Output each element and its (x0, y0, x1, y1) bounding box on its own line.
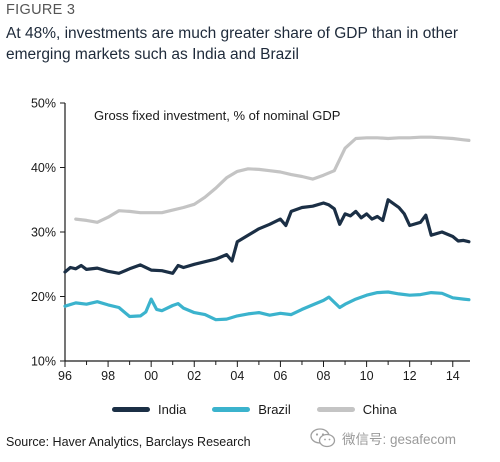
chart-legend: India Brazil China (112, 402, 423, 417)
legend-item-brazil: Brazil (212, 402, 291, 417)
y-tick-label: 10% (31, 355, 56, 369)
x-tick-label: 96 (58, 369, 72, 383)
watermark: 微信号: gesafecom (310, 428, 456, 448)
figure-label: FIGURE 3 (6, 2, 76, 18)
series-line-india (63, 198, 471, 275)
x-tick-label: 02 (187, 369, 201, 383)
x-tick-label: 00 (144, 369, 158, 383)
y-tick-label: 20% (31, 290, 56, 304)
investment-line-chart: Gross fixed investment, % of nominal GDP… (31, 97, 471, 383)
x-tick-label: 04 (230, 369, 244, 383)
watermark-text: 微信号: gesafecom (342, 432, 457, 447)
series-line-china (74, 135, 471, 224)
chart-series (63, 135, 471, 322)
legend-item-india: India (112, 402, 186, 417)
figure-title: At 48%, investments are much greater sha… (6, 25, 459, 63)
y-tick-label: 30% (31, 226, 56, 240)
legend-label-brazil: Brazil (258, 402, 291, 417)
legend-item-china: China (316, 402, 397, 417)
x-tick-label: 14 (446, 369, 460, 383)
legend-label-china: China (362, 402, 397, 417)
x-tick-label: 08 (317, 369, 331, 383)
legend-swatch-china (316, 407, 355, 412)
chart-title: Gross fixed investment, % of nominal GDP (94, 108, 340, 123)
x-tick-label: 12 (403, 369, 417, 383)
x-tick-label: 98 (101, 369, 115, 383)
source-note: Source: Haver Analytics, Barclays Resear… (6, 435, 251, 449)
y-tick-label: 50% (31, 97, 56, 111)
chart-axes: 10% 20% 30% 40% 50% 96 98 00 02 04 06 08 10 12 14 (31, 97, 470, 383)
wechat-icon (310, 428, 336, 448)
y-tick-label: 40% (31, 161, 56, 175)
x-tick-label: 10 (360, 369, 374, 383)
legend-swatch-brazil (212, 407, 251, 412)
series-line-brazil (63, 290, 471, 322)
legend-swatch-india (112, 407, 150, 412)
legend-label-india: India (158, 402, 187, 417)
x-tick-label: 06 (273, 369, 287, 383)
